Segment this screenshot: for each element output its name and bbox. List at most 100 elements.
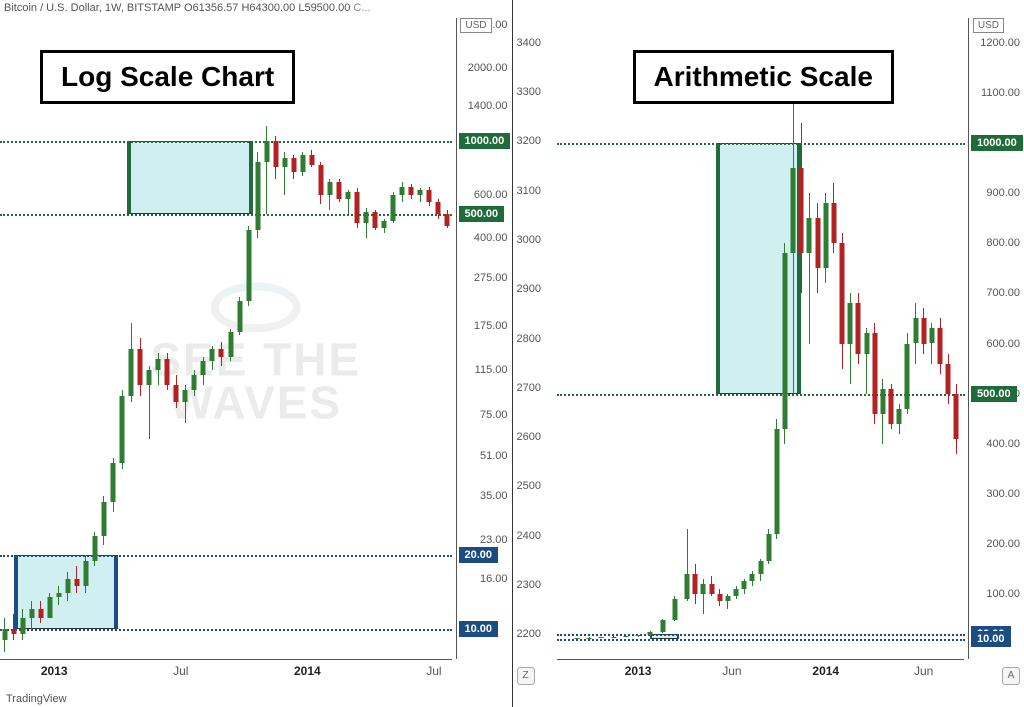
candle	[346, 190, 351, 214]
candle	[38, 601, 43, 624]
x-tick-label: Jul	[173, 664, 188, 678]
price-line	[557, 639, 965, 641]
price-label: 1000.00	[459, 133, 511, 149]
left-chart-panel: Bitcoin / U.S. Dollar, 1W, BITSTAMP O613…	[0, 0, 513, 707]
y-tick-label: 16.00	[480, 573, 508, 585]
candle	[201, 357, 206, 385]
candle	[701, 579, 706, 614]
y-tick-label: 175.00	[474, 320, 508, 332]
candle	[587, 637, 592, 639]
candle	[864, 328, 869, 393]
candle	[791, 68, 796, 394]
candle	[897, 404, 902, 434]
y-tick-label-left: 3300	[517, 86, 541, 98]
right-plot-area[interactable]	[557, 18, 965, 659]
candle	[636, 635, 641, 637]
candle	[282, 152, 287, 195]
y-tick-label: 600.00	[986, 338, 1020, 350]
candle	[373, 210, 378, 230]
candle	[210, 346, 215, 371]
y-tick-label-left: 2600	[517, 431, 541, 443]
candle	[56, 586, 61, 605]
right-chart-title: Arithmetic Scale	[633, 50, 894, 104]
y-tick-label-left: 3000	[517, 234, 541, 246]
highlight-zone	[716, 143, 802, 393]
candle	[129, 323, 134, 402]
candle	[815, 203, 820, 293]
candle	[672, 596, 677, 621]
ohlc-open: O61356.57	[184, 2, 238, 14]
a-axis-button[interactable]: A	[1002, 667, 1020, 685]
candle	[11, 614, 16, 640]
left-x-axis[interactable]: 2013Jul2014Jul	[0, 659, 452, 689]
candle	[848, 293, 853, 383]
right-x-axis[interactable]: 2013Jun2014Jun	[557, 659, 965, 689]
candle	[799, 123, 804, 293]
candle	[946, 354, 951, 404]
y-tick-label: 2000.00	[468, 62, 508, 74]
ohlc-close: C...	[353, 2, 370, 14]
candle	[2, 618, 7, 652]
right-left-y-axis[interactable]: 3400330032003100300029002800270026002500…	[513, 18, 553, 659]
candle	[156, 353, 161, 385]
y-tick-label-left: 2200	[517, 628, 541, 640]
y-tick-label: 51.00	[480, 450, 508, 462]
candle	[445, 210, 450, 228]
y-tick-label: 900.00	[986, 187, 1020, 199]
candle	[120, 390, 125, 469]
x-tick-label: 2014	[812, 664, 839, 678]
left-usd-box: USD	[460, 18, 491, 33]
price-line	[557, 143, 965, 145]
y-tick-label-left: 3100	[517, 185, 541, 197]
candle	[291, 155, 296, 179]
price-line	[557, 394, 965, 396]
candle	[364, 208, 369, 238]
left-plot-area[interactable]	[0, 18, 452, 659]
price-label: 1000.00	[971, 135, 1023, 151]
candle	[74, 566, 79, 593]
candle	[889, 384, 894, 429]
y-tick-label-left: 2400	[517, 530, 541, 542]
candle	[427, 187, 432, 207]
y-tick-label: 800.00	[986, 237, 1020, 249]
z-axis-button[interactable]: Z	[517, 667, 535, 685]
candle	[774, 419, 779, 539]
candle	[856, 293, 861, 363]
y-tick-label: 200.00	[986, 538, 1020, 550]
candle	[938, 318, 943, 373]
candle	[228, 329, 233, 362]
candle	[648, 631, 653, 636]
x-tick-label: Jun	[722, 664, 741, 678]
y-tick-label: 400.00	[986, 438, 1020, 450]
y-tick-label: 1400.00	[468, 100, 508, 112]
candle	[138, 338, 143, 396]
y-tick-label: 75.00	[480, 409, 508, 421]
candle	[400, 182, 405, 203]
candle	[611, 636, 616, 638]
candle	[264, 126, 269, 214]
price-line	[0, 214, 452, 216]
candle	[192, 370, 197, 396]
candle	[409, 184, 414, 199]
candle	[954, 384, 959, 454]
price-line	[557, 634, 965, 636]
chart-container: Bitcoin / U.S. Dollar, 1W, BITSTAMP O613…	[0, 0, 1024, 707]
y-tick-label-left: 2700	[517, 382, 541, 394]
right-chart-panel: Arithmetic Scale 34003300320031003000290…	[513, 0, 1024, 707]
candle	[766, 529, 771, 564]
left-y-axis[interactable]: 3000.002000.001400.00600.00400.00275.001…	[456, 18, 512, 659]
price-label: 10.00	[459, 621, 499, 637]
right-y-axis[interactable]: 1200.001100.001000.00900.00800.00700.006…	[968, 18, 1024, 659]
candle	[92, 532, 97, 567]
candle	[831, 183, 836, 253]
candle	[750, 571, 755, 586]
candle	[693, 564, 698, 604]
x-tick-label: Jun	[914, 664, 933, 678]
candle	[47, 593, 52, 619]
candle	[382, 219, 387, 233]
y-tick-label-left: 2300	[517, 579, 541, 591]
price-line	[0, 141, 452, 143]
y-tick-label: 700.00	[986, 287, 1020, 299]
candle	[327, 179, 332, 210]
y-tick-label: 115.00	[475, 364, 508, 376]
